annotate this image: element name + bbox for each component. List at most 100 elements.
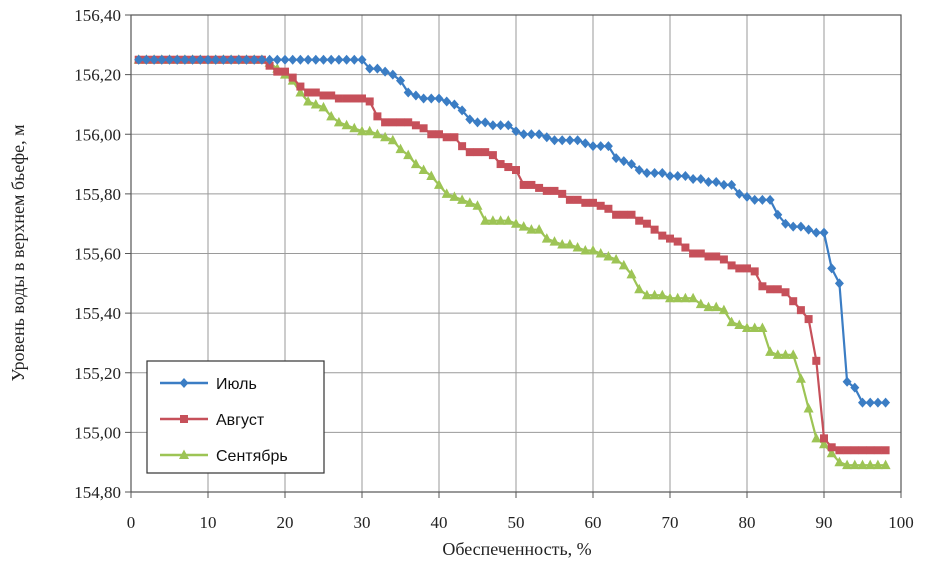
data-point xyxy=(772,349,783,359)
data-point xyxy=(242,54,251,65)
data-point xyxy=(650,225,659,234)
data-point xyxy=(703,301,714,312)
data-point xyxy=(858,446,867,455)
data-point xyxy=(680,292,691,303)
data-point xyxy=(165,54,174,65)
data-point xyxy=(611,153,621,164)
data-point xyxy=(696,249,705,258)
data-point xyxy=(488,120,498,131)
data-point xyxy=(273,67,282,76)
data-point xyxy=(826,447,837,458)
data-point xyxy=(788,349,799,359)
data-point xyxy=(496,160,505,169)
data-point xyxy=(311,54,321,65)
data-point xyxy=(657,168,667,179)
data-point xyxy=(734,319,745,330)
data-point xyxy=(718,304,729,315)
data-point xyxy=(726,316,737,327)
data-point xyxy=(442,96,452,107)
data-point xyxy=(541,233,552,243)
data-point xyxy=(589,198,597,207)
data-point xyxy=(526,224,537,234)
data-point xyxy=(380,131,391,142)
y-axis-ticks: 154,80 155,00 155,20 155,40 155,60 155,80 156,… xyxy=(74,6,131,502)
data-point xyxy=(564,239,575,249)
data-point xyxy=(304,88,313,97)
data-point xyxy=(526,129,536,140)
data-point xyxy=(503,120,513,131)
data-point xyxy=(803,403,814,413)
data-point xyxy=(719,179,729,190)
data-point xyxy=(349,122,360,133)
data-point xyxy=(672,292,683,303)
data-point xyxy=(465,148,474,157)
data-point xyxy=(249,54,259,65)
y-tick-label: 154,80 xyxy=(74,483,121,502)
data-point xyxy=(711,176,721,187)
data-point xyxy=(496,120,506,131)
data-point xyxy=(618,259,629,270)
data-point xyxy=(758,282,767,291)
data-point xyxy=(550,186,559,195)
data-point xyxy=(319,54,328,65)
x-tick-label: 40 xyxy=(431,513,448,532)
x-tick-label: 80 xyxy=(739,513,756,532)
data-point xyxy=(804,224,814,235)
data-point xyxy=(303,54,313,65)
data-point xyxy=(480,215,491,225)
data-point xyxy=(796,306,805,315)
data-point xyxy=(512,166,520,175)
data-point xyxy=(310,98,321,109)
data-point xyxy=(333,116,344,127)
data-point xyxy=(749,322,760,333)
x-tick-label: 50 xyxy=(508,513,525,532)
data-point xyxy=(218,54,228,65)
data-point xyxy=(464,197,475,207)
data-point xyxy=(865,397,875,408)
data-point xyxy=(442,133,451,142)
data-point xyxy=(334,54,344,65)
data-point xyxy=(518,221,529,231)
data-point xyxy=(572,242,583,252)
legend: Июль Август Сентябрь xyxy=(146,360,325,474)
data-point xyxy=(141,54,151,65)
data-point xyxy=(450,133,459,142)
data-point xyxy=(411,121,420,130)
x-axis-title: Обеспеченность, % xyxy=(442,539,591,559)
data-point xyxy=(658,231,667,240)
data-point xyxy=(535,183,544,192)
data-point xyxy=(373,112,382,121)
data-point xyxy=(842,376,852,387)
data-point xyxy=(319,91,328,100)
data-point xyxy=(665,170,675,181)
data-point xyxy=(881,397,891,408)
data-point xyxy=(280,54,290,65)
data-point xyxy=(550,135,559,146)
y-tick-label: 155,60 xyxy=(74,245,121,264)
data-point xyxy=(480,117,490,128)
data-point xyxy=(441,188,452,198)
data-point xyxy=(326,54,336,65)
legend-label: Август xyxy=(216,412,265,429)
data-point xyxy=(666,234,674,243)
data-point xyxy=(149,54,159,65)
data-point xyxy=(650,168,660,179)
data-point xyxy=(296,82,305,91)
data-point xyxy=(157,54,167,65)
data-point xyxy=(881,446,890,455)
data-point xyxy=(820,434,828,443)
data-point xyxy=(734,188,744,199)
data-point xyxy=(735,264,744,273)
data-point xyxy=(481,148,490,157)
data-point xyxy=(835,446,844,455)
data-point xyxy=(642,168,652,179)
data-point xyxy=(495,215,506,225)
data-point xyxy=(595,248,606,258)
data-point xyxy=(272,54,282,65)
data-point xyxy=(695,298,706,309)
data-point xyxy=(195,54,205,65)
data-point xyxy=(634,283,645,294)
x-tick-label: 90 xyxy=(816,513,833,532)
data-point xyxy=(288,54,298,65)
